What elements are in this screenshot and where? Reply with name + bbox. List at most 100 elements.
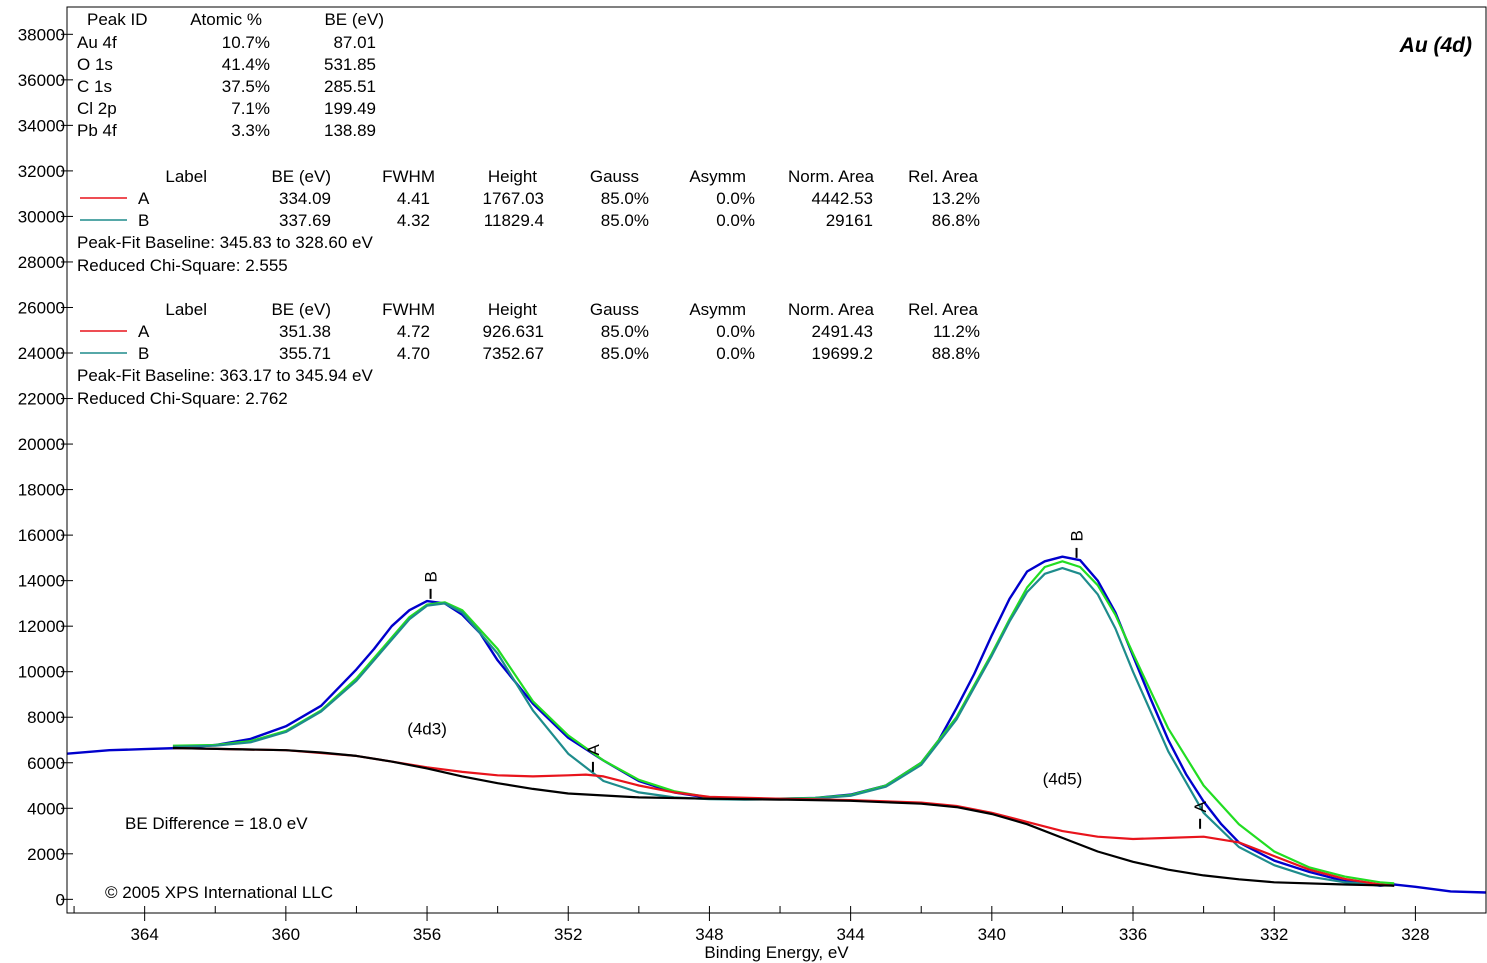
chart-title: Au (4d) [1399,34,1472,57]
y-tick-label: 26000 [18,298,65,317]
y-tick-label: 22000 [18,390,65,409]
series-line-3 [172,746,1395,887]
x-tick-label: 364 [130,925,158,944]
y-tick-label: 8000 [27,708,65,727]
series-line-0 [66,555,1487,894]
fit-row-value: 0.0% [716,211,755,230]
fit-table-header: Label [165,300,207,319]
peak-id-header: BE (eV) [324,10,384,29]
y-tick-label: 38000 [18,25,65,44]
fit-row-value: 19699.2 [812,344,873,363]
fit-table-header: Rel. Area [908,167,978,186]
fit-table-header: FWHM [382,167,435,186]
plot-frame [66,6,1487,914]
series-line-1 [172,560,1395,885]
fit-table-header: FWHM [382,300,435,319]
fit-row-value: 85.0% [601,189,649,208]
fit-row-value: 0.0% [716,322,755,341]
fit-row-value: 337.69 [279,211,331,230]
peak-id-cell: C 1s [77,77,112,96]
fit-row-label: B [138,211,149,230]
peak-id-cell: 3.3% [231,121,270,140]
x-tick-label: 352 [554,925,582,944]
axes-layer [61,6,1487,921]
text-layer: 0 2000 4000 6000 8000 10000 12000 14000 16000 180… [18,10,1472,962]
fit-table-header: Norm. Area [788,167,875,186]
fit-row-value: 88.8% [932,344,980,363]
fit-row-value: 11829.4 [484,211,544,230]
fit-row-value: 85.0% [601,322,649,341]
fit-row-value: 355.71 [279,344,331,363]
x-axis-label: Binding Energy, eV [704,943,849,962]
peak-id-cell: 10.7% [222,33,270,52]
peak-id-cell: Cl 2p [77,99,117,118]
series-layer [66,555,1487,894]
fit-row-value: 13.2% [932,189,980,208]
fit-table-header: Rel. Area [908,300,978,319]
x-tick-label: 340 [978,925,1006,944]
peak-id-cell: O 1s [77,55,113,74]
peak-marker-label: B [1068,530,1087,541]
fit-row-value: 4442.53 [812,189,873,208]
y-tick-label: 34000 [18,116,65,135]
x-tick-label: 344 [836,925,864,944]
fit-table-header: BE (eV) [271,300,331,319]
peak-id-cell: 285.51 [324,77,376,96]
fit-row-value: 4.70 [397,344,430,363]
peak-fit-baseline: Peak-Fit Baseline: 345.83 to 328.60 eV [77,233,373,252]
fit-row-value: 0.0% [716,189,755,208]
peak-id-cell: 138.89 [324,121,376,140]
fit-row-value: 85.0% [601,211,649,230]
fit-row-label: A [138,322,150,341]
peak-id-cell: Pb 4f [77,121,117,140]
peak-id-cell: 37.5% [222,77,270,96]
x-tick-label: 332 [1260,925,1288,944]
peak-id-cell: 531.85 [324,55,376,74]
fit-table-header: Asymm [689,167,746,186]
y-tick-label: 2000 [27,845,65,864]
fit-table-header: Norm. Area [788,300,875,319]
reduced-chi-square: Reduced Chi-Square: 2.762 [77,389,288,408]
fit-table-header: Height [488,167,537,186]
peak-id-cell: 7.1% [231,99,270,118]
y-tick-label: 30000 [18,207,65,226]
y-tick-label: 6000 [27,754,65,773]
peak-marker-label: A [1191,800,1210,812]
peak-marker-label: B [422,571,441,582]
fit-row-value: 1767.03 [483,189,544,208]
fit-table-header: Height [488,300,537,319]
fit-row-value: 926.631 [483,322,544,341]
y-tick-label: 20000 [18,435,65,454]
peak-id-cell: 199.49 [324,99,376,118]
fit-row-value: 11.2% [933,322,980,341]
y-tick-label: 10000 [18,663,65,682]
y-tick-label: 36000 [18,71,65,90]
y-tick-label: 28000 [18,253,65,272]
y-tick-label: 24000 [18,344,65,363]
x-tick-label: 360 [272,925,300,944]
fit-row-value: 2491.43 [812,322,873,341]
y-tick-label: 12000 [18,617,65,636]
peak-id-header: Atomic % [190,10,262,29]
fit-row-value: 7352.67 [483,344,544,363]
y-tick-label: 4000 [27,799,65,818]
copyright-note: © 2005 XPS International LLC [105,883,333,902]
fit-row-value: 351.38 [279,322,331,341]
fit-table-header: Label [165,167,207,186]
series-line-2 [172,567,1395,887]
fit-row-value: 4.41 [397,189,430,208]
fit-row-value: 334.09 [279,189,331,208]
fit-table-header: Asymm [689,300,746,319]
series-line-4 [172,746,1395,887]
x-tick-label: 348 [695,925,723,944]
fit-row-value: 86.8% [932,211,980,230]
peak-id-cell: 41.4% [222,55,270,74]
fit-row-label: A [138,189,150,208]
peak-annotation: (4d3) [407,719,447,738]
peak-annotation: (4d5) [1043,769,1083,788]
reduced-chi-square: Reduced Chi-Square: 2.555 [77,256,288,275]
fit-table-header: Gauss [590,300,639,319]
peak-marker-label: A [584,744,603,756]
fit-row-value: 0.0% [716,344,755,363]
